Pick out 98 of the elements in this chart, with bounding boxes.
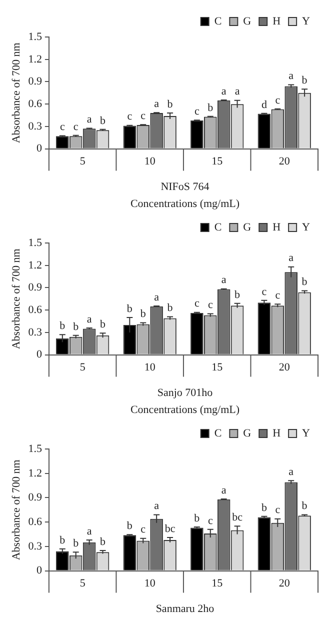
x-axis-title: Concentrations (mg/mL): [129, 403, 241, 418]
x-tick-label: 10: [144, 577, 156, 590]
x-tick-label: 5: [80, 361, 86, 374]
data-label: bc: [232, 512, 243, 524]
data-label: b: [234, 288, 241, 301]
data-label: b: [208, 102, 214, 114]
y-tick-label: 0.3: [28, 120, 42, 132]
data-label: c: [208, 299, 213, 312]
legend-label: H: [272, 221, 281, 234]
text: NIFoS 764: [160, 180, 210, 194]
y-tick-label: 0: [36, 564, 42, 577]
y-tick-label: 1.5: [28, 442, 42, 455]
data-label: c: [275, 504, 280, 516]
data-label: b: [167, 302, 174, 314]
y-tick-label: 0.9: [28, 492, 42, 504]
data-label: b: [100, 318, 106, 331]
data-label: b: [302, 276, 308, 288]
y-tick-label: 0.3: [28, 540, 42, 552]
data-label: b: [261, 502, 268, 514]
data-label: c: [60, 121, 65, 134]
legend-label: H: [272, 15, 281, 28]
legend-label: C: [214, 221, 222, 234]
legend-label: C: [214, 427, 222, 440]
legend-label: Y: [302, 221, 310, 234]
data-label: a: [234, 86, 240, 98]
y-tick-label: 1.5: [28, 236, 42, 249]
legend-label: Y: [302, 427, 310, 440]
data-label: b: [60, 320, 66, 332]
y-tick-label: 0.6: [28, 98, 42, 110]
x-tick-label: 15: [212, 577, 224, 590]
text: Sanmaru 2ho: [154, 602, 216, 616]
data-label: a: [154, 98, 160, 110]
data-label: c: [208, 514, 213, 527]
data-label: c: [275, 94, 280, 106]
y-tick-label: 1.5: [28, 30, 42, 43]
x-tick-label: 10: [144, 361, 156, 374]
y-axis-title: Absorbance of 700 nm: [10, 248, 22, 350]
data-label: b: [126, 302, 133, 315]
data-label: b: [60, 534, 66, 546]
data-label: d: [261, 98, 268, 111]
data-label: b: [73, 538, 80, 550]
y-tick-label: 1.2: [28, 53, 42, 66]
data-label: c: [140, 524, 146, 536]
data-label: c: [73, 120, 78, 133]
x-tick-label: 20: [278, 577, 290, 590]
data-label: bc: [164, 522, 176, 535]
data-label: b: [194, 512, 200, 524]
x-tick-label: 5: [80, 577, 86, 590]
y-tick-label: 0.6: [28, 516, 42, 528]
data-label: c: [194, 105, 200, 118]
y-axis-title: Absorbance of 700 nm: [10, 459, 22, 560]
y-tick-label: 0.6: [28, 304, 42, 316]
data-label: a: [288, 252, 294, 264]
data-label: a: [86, 525, 92, 538]
x-tick-label: 15: [212, 361, 224, 374]
legend-label: G: [243, 427, 252, 440]
data-label: a: [154, 500, 160, 512]
y-tick-label: 1.2: [28, 467, 42, 480]
x-tick-label: 5: [80, 155, 86, 168]
x-tick-label: 15: [212, 155, 224, 168]
x-axis-title: Concentrations (mg/mL): [129, 197, 241, 212]
data-label: b: [167, 98, 174, 110]
data-label: b: [100, 536, 106, 548]
data-label: a: [221, 484, 226, 496]
data-label: c: [275, 290, 280, 302]
data-label: a: [154, 291, 160, 304]
data-label: b: [140, 308, 146, 320]
data-label: b: [126, 520, 133, 532]
data-label: c: [127, 110, 132, 123]
data-label: b: [302, 74, 308, 87]
data-label: c: [140, 110, 146, 122]
y-tick-label: 0.9: [28, 76, 42, 88]
data-label: a: [221, 85, 226, 98]
data-label: a: [288, 70, 294, 82]
x-tick-label: 10: [144, 155, 156, 168]
data-label: a: [86, 313, 92, 326]
x-tick-label: 20: [278, 155, 290, 168]
y-tick-label: 0.3: [28, 326, 42, 338]
y-tick-label: 0.9: [28, 282, 42, 294]
legend-label: G: [243, 15, 252, 28]
data-label: a: [288, 466, 294, 478]
data-label: a: [86, 114, 92, 126]
legend-label: G: [243, 221, 252, 234]
data-label: c: [262, 286, 267, 298]
text: Sanjo 701ho: [156, 386, 214, 400]
data-label: c: [194, 298, 200, 310]
data-label: b: [73, 320, 80, 333]
data-label: a: [221, 274, 226, 286]
x-tick-label: 20: [278, 361, 290, 374]
y-tick-label: 1.2: [28, 259, 42, 272]
legend-label: H: [272, 427, 281, 440]
y-tick-label: 0: [36, 142, 42, 155]
data-label: b: [302, 500, 308, 512]
y-tick-label: 0: [36, 348, 42, 361]
y-axis-title: Absorbance of 700 nm: [10, 42, 22, 144]
legend-label: Y: [302, 15, 310, 28]
data-label: b: [100, 114, 106, 127]
legend-label: C: [214, 15, 222, 28]
